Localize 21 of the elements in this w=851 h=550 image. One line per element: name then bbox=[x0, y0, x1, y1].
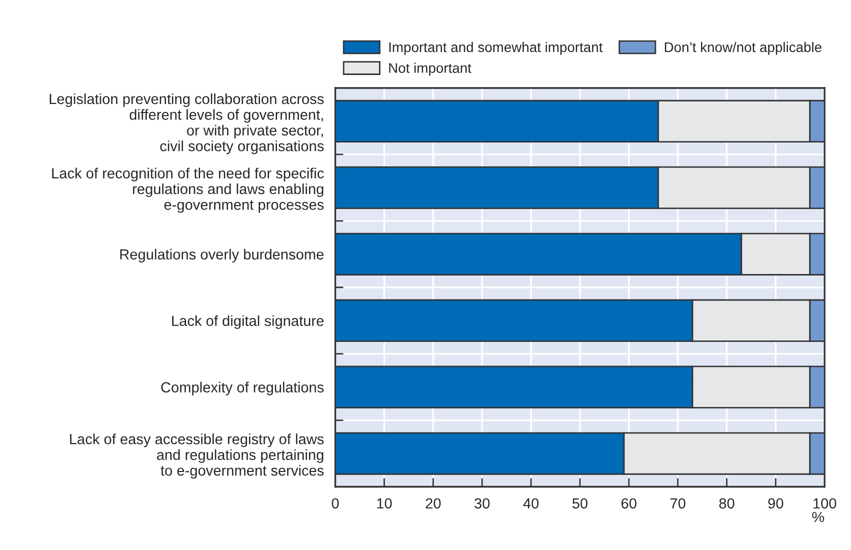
y-tick-label: Legislation preventing collaboration across different levels of government, or with private sector, civil society organisations bbox=[50, 93, 324, 154]
x-tick-label: 10 bbox=[377, 498, 392, 509]
x-axis-title: % bbox=[812, 512, 824, 522]
legend-label: Not important bbox=[389, 62, 472, 76]
x-tick-label: 30 bbox=[474, 498, 490, 509]
x-tick-label: 100 bbox=[814, 498, 836, 509]
x-tick-label: 90 bbox=[768, 498, 784, 509]
x-tick-label: 50 bbox=[572, 498, 588, 509]
x-tick-label: 60 bbox=[622, 498, 636, 509]
legend-label: Don’t know/not applicable bbox=[664, 42, 822, 55]
x-tick-label: 40 bbox=[523, 498, 539, 509]
y-tick-label: Complexity of regulations bbox=[161, 382, 324, 396]
x-tick-label: 0 bbox=[332, 498, 339, 509]
legend-label: Important and somewhat important bbox=[389, 42, 603, 55]
x-tick-label: 70 bbox=[670, 498, 686, 509]
y-tick-label: Regulations overly burdensome bbox=[120, 248, 324, 262]
y-tick-label: Lack of digital signature bbox=[172, 315, 324, 329]
x-tick-label: 80 bbox=[719, 498, 734, 509]
x-tick-label: 20 bbox=[426, 498, 441, 509]
y-tick-label: Lack of easy accessible registry of laws and regulations pertaining to e-government services bbox=[70, 434, 324, 479]
y-tick-label: Lack of recognition of the need for specific regulations and laws enabling e-government processes bbox=[52, 168, 324, 213]
